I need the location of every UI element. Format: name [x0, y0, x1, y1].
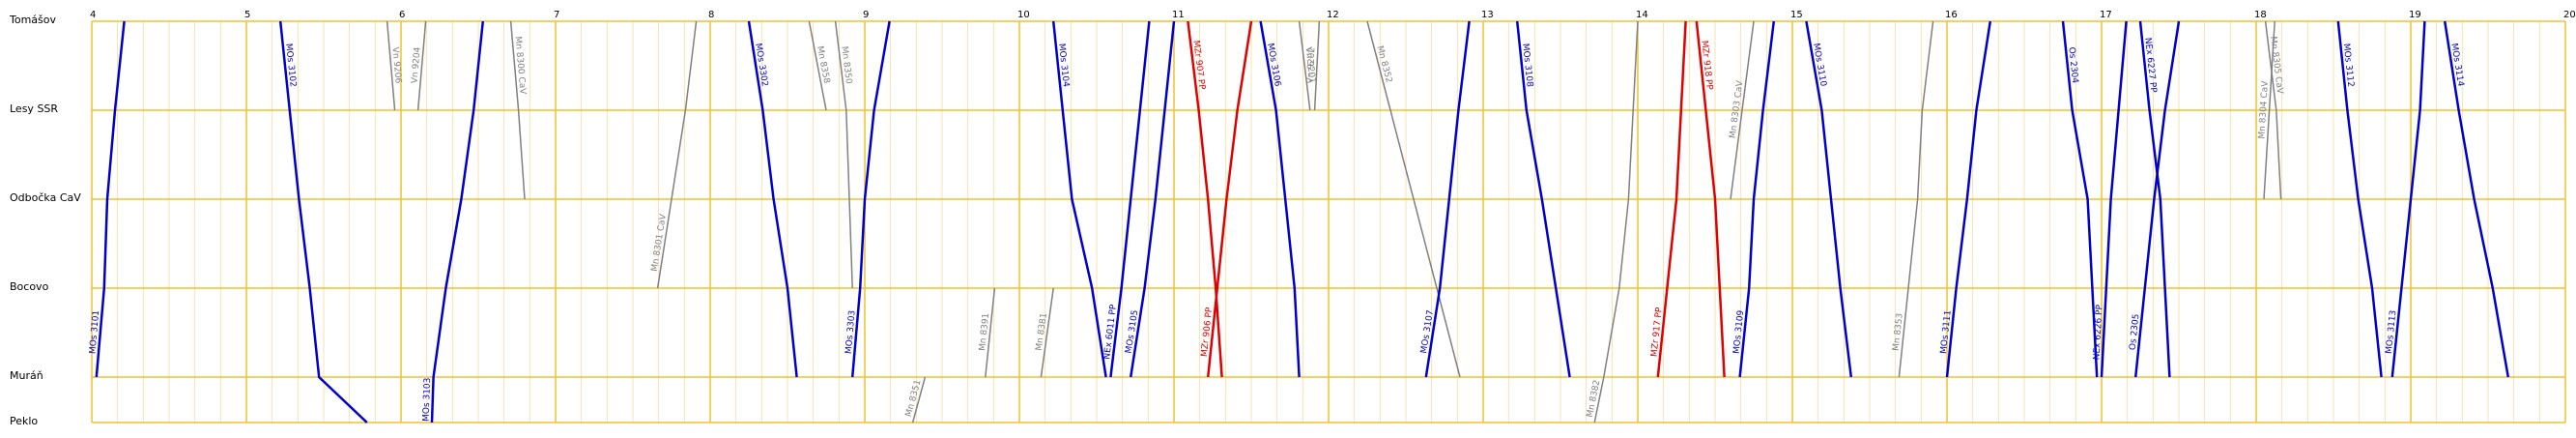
train-label: Vn 9201 [1302, 46, 1316, 84]
train-path [1898, 20, 1934, 378]
train-path [808, 20, 827, 111]
train-path [2390, 20, 2426, 378]
train-path [1187, 20, 1223, 378]
train-label: MOs 3113 [2385, 309, 2399, 354]
train-label: MOs 3102 [283, 43, 298, 87]
hour-label: 9 [863, 10, 869, 20]
hour-label: 8 [708, 10, 714, 20]
train-label: Vn 9202 [1306, 47, 1318, 84]
hour-label: 10 [1017, 10, 1030, 20]
train-path [1366, 20, 1461, 378]
train-path [1730, 20, 1755, 200]
train-path [1593, 20, 1639, 423]
train-path [1313, 20, 1321, 111]
train-path [1945, 20, 1992, 378]
hour-label: 5 [244, 10, 250, 20]
train-path [747, 20, 798, 378]
train-path [386, 20, 396, 111]
train-label: MOs 3112 [2341, 43, 2356, 87]
train-path [430, 20, 485, 423]
hour-label: 13 [1481, 10, 1494, 20]
train-path [1051, 20, 1107, 378]
hour-label: 19 [2409, 10, 2421, 20]
hour-label: 11 [1172, 10, 1185, 20]
train-path [95, 20, 126, 378]
train-path [509, 20, 526, 200]
train-path [1656, 20, 1687, 378]
train-path [834, 20, 853, 289]
station-label: Lesy SSR [10, 102, 58, 115]
hour-label: 7 [554, 10, 559, 20]
train-label: Mn 8352 [1375, 44, 1394, 83]
station-label: Tomášov [9, 14, 56, 26]
train-path [278, 20, 368, 423]
train-label: Vn 9206 [389, 46, 402, 84]
train-path [1298, 20, 1311, 111]
train-label: MOs 3303 [844, 310, 858, 355]
train-path [2061, 20, 2099, 378]
train-label: MOs 3104 [1056, 43, 1071, 87]
train-label: MOs 3109 [1732, 309, 1747, 354]
hour-label: 20 [2563, 10, 2576, 20]
train-path [2264, 20, 2282, 200]
train-label: NEx 6226 PP [2092, 304, 2104, 360]
train-label: Mn 8391 [978, 312, 991, 351]
train-path [1040, 287, 1054, 378]
hour-label: 17 [2100, 10, 2112, 20]
station-label: Muráň [10, 369, 43, 382]
hour-label: 18 [2254, 10, 2267, 20]
train-label: MOs 3101 [88, 310, 101, 355]
train-label: Mn 8353 [1892, 312, 1905, 351]
train-path [850, 20, 891, 378]
station-label: Bocovo [10, 280, 49, 293]
train-path [985, 287, 996, 378]
hour-label: 16 [1945, 10, 1958, 20]
train-label: Mn 8301 CaV [650, 213, 669, 273]
train-path [2443, 20, 2510, 378]
hour-label: 12 [1327, 10, 1339, 20]
train-path [1206, 20, 1253, 378]
train-label: MOs 3111 [1939, 309, 1954, 354]
hour-label: 14 [1636, 10, 1648, 20]
train-path [1695, 20, 1726, 378]
hour-label: 4 [90, 10, 96, 20]
train-label: Os 2304 [2066, 46, 2079, 84]
station-label: Peklo [10, 415, 38, 427]
train-label: MOs 3103 [422, 377, 434, 422]
train-path [1259, 20, 1301, 378]
train-path [2100, 20, 2128, 378]
train-path [2138, 20, 2171, 378]
train-path [1129, 20, 1176, 378]
train-path [1738, 20, 1776, 378]
train-path [1109, 20, 1151, 378]
train-label: Vn 9204 [411, 46, 423, 84]
train-label: Mn 8304 CaV [2257, 80, 2271, 139]
train-path [416, 20, 427, 111]
train-label: MOs 3108 [1520, 43, 1534, 87]
train-path [1805, 20, 1853, 378]
train-path [656, 20, 698, 289]
train-path [2263, 20, 2275, 200]
train-label: Os 2305 [2129, 313, 2142, 350]
train-path [1515, 20, 1571, 378]
train-path [2133, 20, 2181, 378]
train-path [1424, 20, 1471, 378]
station-label: Odbočka CaV [10, 191, 81, 204]
hour-label: 15 [1790, 10, 1803, 20]
train-label: Mn 8351 [904, 379, 924, 418]
train-label: Mn 8350 [839, 45, 853, 84]
train-path [2336, 20, 2383, 378]
train-path [911, 376, 927, 423]
hour-label: 6 [399, 10, 405, 20]
